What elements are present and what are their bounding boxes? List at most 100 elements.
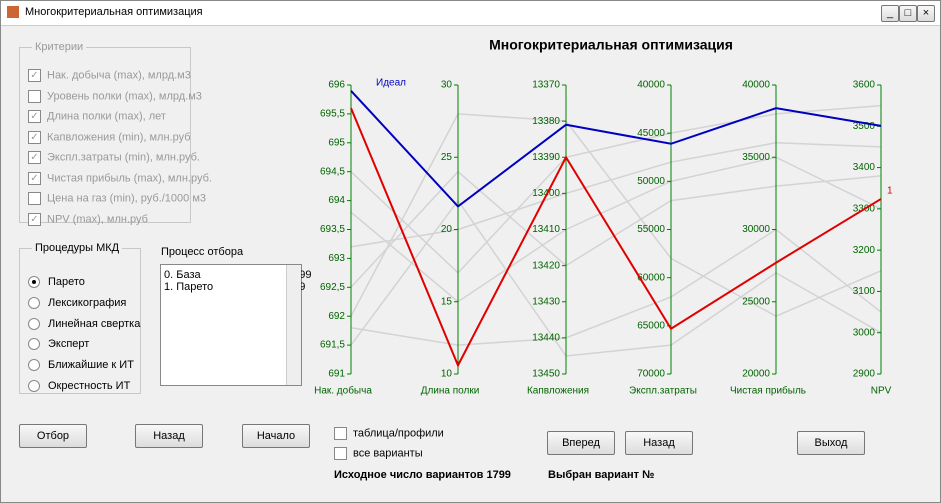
checkbox-label: NPV (max), млн.руб <box>47 212 148 225</box>
axis-label: Нак. добыча <box>314 385 372 397</box>
checkbox-label: Цена на газ (min), руб./1000 м3 <box>47 192 207 205</box>
y-tick-label: 13370 <box>532 80 560 91</box>
y-tick-label: 30 <box>441 80 453 91</box>
checkbox-label: Длина полки (max), лет <box>47 110 166 123</box>
y-tick-label: 50000 <box>637 176 665 187</box>
checkbox-label: Чистая прибыль (max), млн.руб. <box>47 171 212 184</box>
series-line <box>350 107 882 368</box>
axis-label: Капвложения <box>527 386 589 397</box>
radio-label: Парето <box>48 276 85 288</box>
list-item: 0. База <box>164 269 201 281</box>
checkbox[interactable] <box>28 192 41 205</box>
checkbox[interactable]: ✓ <box>28 69 41 82</box>
checkbox[interactable] <box>28 89 41 103</box>
radio-row: Линейная свертка <box>28 318 140 330</box>
group-title: Процедуры МКД <box>35 242 120 254</box>
axis-label: NPV <box>871 386 892 397</box>
y-tick-label: 13380 <box>532 116 560 127</box>
checkbox-row: все варианты <box>334 447 423 460</box>
series-line <box>350 199 882 357</box>
app-icon <box>7 6 19 18</box>
y-tick-label: 40000 <box>637 80 665 91</box>
radio-dot <box>32 280 36 285</box>
radio-row: Ближайшие к ИТ <box>28 359 134 372</box>
listbox[interactable]: 0. База17991. Парето219 <box>160 264 311 386</box>
series-label: Идеал <box>376 77 406 88</box>
radio[interactable] <box>28 296 40 309</box>
series-line <box>350 170 882 288</box>
series-line <box>350 228 882 346</box>
series-line <box>350 113 882 318</box>
checkbox[interactable]: ✓ <box>28 110 41 123</box>
checkbox[interactable] <box>334 447 347 460</box>
checkbox[interactable]: ✓ <box>28 171 41 185</box>
radio[interactable] <box>28 338 40 351</box>
y-tick-label: 65000 <box>637 320 665 331</box>
y-tick-label: 55000 <box>637 224 665 235</box>
radio-row: Эксперт <box>28 338 90 351</box>
button[interactable]: Отбор <box>19 424 87 448</box>
y-tick-label: 691 <box>328 369 345 380</box>
checkbox-label: Экспл.затраты (min), млн.руб. <box>47 151 200 164</box>
y-tick-label: 3000 <box>853 327 876 338</box>
status-text: Выбран вариант № <box>548 469 655 481</box>
minimize[interactable]: _ <box>881 5 899 22</box>
checkbox[interactable] <box>334 427 347 440</box>
axis-label: Чистая прибыль <box>730 385 806 397</box>
checkbox-label: таблица/профили <box>353 427 444 440</box>
radio-label: Окрестность ИТ <box>48 380 131 392</box>
checkbox-label: Нак. добыча (max), млрд.м3 <box>47 69 191 82</box>
scrollbar[interactable] <box>286 265 301 385</box>
axis-label: Экспл.затраты <box>629 386 697 397</box>
y-tick-label: 3500 <box>853 121 876 132</box>
checkbox-row: ✓ Капвложения (min), млн.руб <box>28 130 191 144</box>
y-tick-label: 70000 <box>637 369 665 380</box>
series-line <box>350 90 882 208</box>
radio-row: Лексикография <box>28 297 126 309</box>
button[interactable]: Вперед <box>547 431 615 455</box>
y-tick-label: 692 <box>328 311 345 322</box>
y-tick-label: 40000 <box>742 80 770 91</box>
y-tick-label: 694,5 <box>320 166 345 177</box>
checkbox[interactable]: ✓ <box>28 212 41 226</box>
y-tick-label: 15 <box>441 296 453 307</box>
y-tick-label: 13450 <box>532 369 560 380</box>
close[interactable]: × <box>917 5 935 22</box>
checkbox-row: ✓ NPV (max), млн.руб <box>28 212 148 226</box>
status-text: Исходное число вариантов 1799 <box>334 469 511 481</box>
y-tick-label: 693,5 <box>320 224 345 235</box>
y-tick-label: 3400 <box>853 162 876 173</box>
series-line <box>350 104 882 274</box>
chart-title: Многокритериальная оптимизация <box>489 37 733 53</box>
y-tick-label: 20000 <box>742 369 770 380</box>
radio[interactable] <box>28 380 40 393</box>
button[interactable]: Выход <box>797 431 865 455</box>
list-item: 1. Парето <box>164 281 214 293</box>
series-label: 1 <box>887 186 893 197</box>
axis-label: Длина полки <box>421 386 480 397</box>
checkbox[interactable]: ✓ <box>28 130 41 144</box>
radio[interactable] <box>28 276 40 289</box>
y-tick-label: 45000 <box>637 128 665 139</box>
checkbox[interactable]: ✓ <box>28 151 41 164</box>
radio[interactable] <box>28 317 40 330</box>
y-tick-label: 694 <box>328 195 345 206</box>
procedures-group: Процедуры МКД Парето Лексикография Линейная… <box>19 242 141 394</box>
y-tick-label: 35000 <box>742 152 770 163</box>
checkbox-row: Уровень полки (max), млрд.м3 <box>28 89 202 103</box>
radio[interactable] <box>28 359 40 372</box>
radio-label: Эксперт <box>48 338 90 351</box>
y-tick-label: 13430 <box>532 296 560 307</box>
button[interactable]: Начало <box>242 424 310 448</box>
y-tick-label: 20 <box>441 224 453 235</box>
checkbox-row: ✓ Длина полки (max), лет <box>28 110 166 123</box>
maximize[interactable]: □ <box>899 5 917 22</box>
y-tick-label: 13420 <box>532 260 560 271</box>
button[interactable]: Назад <box>625 431 693 455</box>
y-tick-label: 10 <box>441 369 453 380</box>
checkbox-label: все варианты <box>353 447 423 460</box>
chart: Многокритериальная оптимизация 691 691,5 6… <box>314 37 893 397</box>
y-tick-label: 13390 <box>532 152 560 163</box>
checkbox-label: Уровень полки (max), млрд.м3 <box>47 89 202 102</box>
button[interactable]: Назад <box>135 424 203 448</box>
